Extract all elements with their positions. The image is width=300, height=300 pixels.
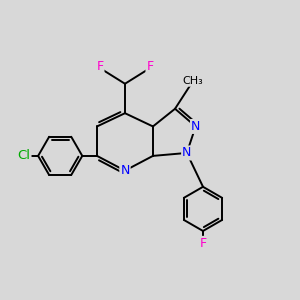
Text: N: N bbox=[191, 120, 200, 133]
Text: N: N bbox=[182, 146, 191, 159]
Text: F: F bbox=[96, 60, 103, 73]
Text: F: F bbox=[200, 237, 207, 250]
Text: Cl: Cl bbox=[17, 149, 31, 162]
Text: F: F bbox=[146, 60, 154, 73]
Text: N: N bbox=[120, 164, 130, 177]
Text: CH₃: CH₃ bbox=[182, 76, 203, 86]
